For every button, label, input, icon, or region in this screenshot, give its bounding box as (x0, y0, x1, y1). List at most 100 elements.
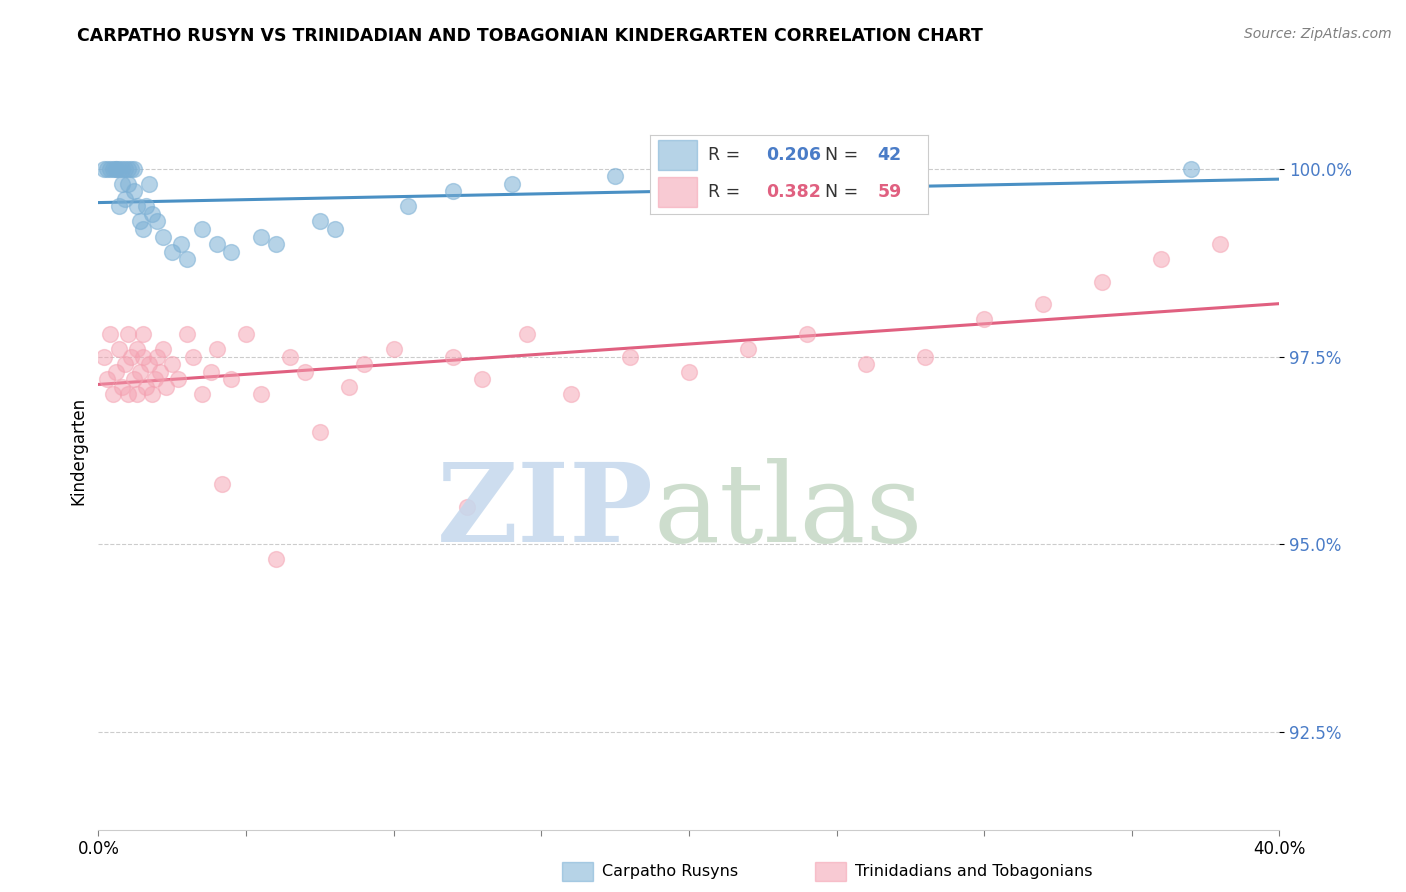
Point (117, 327, 139, 342)
Text: ZIP: ZIP (437, 458, 654, 565)
FancyBboxPatch shape (658, 178, 697, 207)
Point (98, 161, 121, 176)
Point (235, 327, 257, 342)
Text: Source: ZipAtlas.com: Source: ZipAtlas.com (1244, 27, 1392, 41)
Y-axis label: Kindergarten: Kindergarten (69, 396, 87, 505)
Point (146, 214, 169, 228)
Text: R =: R = (709, 183, 745, 202)
Point (560, 387, 582, 401)
Point (471, 372, 494, 386)
Point (1150, 252, 1173, 266)
Point (138, 177, 160, 191)
Point (294, 365, 316, 379)
Point (96, 372, 118, 386)
FancyBboxPatch shape (658, 140, 697, 170)
Point (181, 350, 204, 364)
Text: Carpatho Rusyns: Carpatho Rusyns (602, 864, 738, 879)
Point (143, 372, 166, 386)
Point (1180, 161, 1202, 176)
Point (125, 342, 148, 356)
Point (1209, 237, 1232, 252)
Point (280, 350, 302, 364)
Point (108, 342, 131, 356)
Point (205, 342, 228, 356)
Point (93, 161, 115, 176)
Point (605, 169, 627, 184)
Point (167, 372, 190, 386)
Point (309, 214, 332, 228)
Point (457, 500, 479, 514)
Point (125, 199, 148, 213)
Point (105, 161, 128, 176)
Point (120, 161, 142, 176)
Point (170, 237, 193, 252)
Point (914, 350, 936, 364)
Point (103, 387, 125, 401)
Point (152, 342, 174, 356)
Point (339, 379, 361, 393)
Point (152, 229, 174, 244)
Point (120, 350, 142, 364)
Point (441, 350, 464, 364)
Point (516, 327, 538, 342)
Point (146, 350, 169, 364)
Point (135, 199, 157, 213)
Point (176, 252, 198, 266)
Point (105, 161, 128, 176)
Point (221, 372, 243, 386)
Text: N =: N = (825, 183, 863, 202)
Point (122, 185, 145, 199)
Point (96, 161, 118, 176)
Point (191, 222, 214, 236)
Point (103, 161, 125, 176)
Point (619, 350, 641, 364)
Point (250, 387, 273, 401)
Point (250, 229, 273, 244)
Point (132, 350, 155, 364)
Point (221, 244, 243, 259)
Text: R =: R = (709, 146, 745, 164)
Point (191, 387, 214, 401)
Point (111, 161, 134, 176)
Point (128, 214, 150, 228)
Point (122, 161, 145, 176)
Text: Trinidadians and Tobagonians: Trinidadians and Tobagonians (855, 864, 1092, 879)
Point (149, 365, 172, 379)
Point (108, 199, 131, 213)
Point (200, 365, 222, 379)
Point (125, 387, 148, 401)
Point (138, 357, 160, 371)
Text: 42: 42 (877, 146, 901, 164)
Point (111, 379, 134, 393)
Point (132, 222, 155, 236)
Point (766, 161, 789, 176)
Text: 59: 59 (877, 183, 901, 202)
Point (114, 357, 136, 371)
Text: CARPATHO RUSYN VS TRINIDADIAN AND TOBAGONIAN KINDERGARTEN CORRELATION CHART: CARPATHO RUSYN VS TRINIDADIAN AND TOBAGO… (77, 27, 983, 45)
Point (98, 327, 121, 342)
Point (135, 379, 157, 393)
Point (382, 342, 405, 356)
Point (162, 244, 183, 259)
Point (501, 177, 523, 191)
Point (264, 552, 287, 566)
Point (678, 365, 700, 379)
Point (93, 350, 115, 364)
Point (176, 327, 198, 342)
Point (441, 185, 464, 199)
Point (737, 342, 759, 356)
Point (353, 357, 375, 371)
Point (398, 199, 420, 213)
Point (211, 477, 233, 491)
Point (111, 177, 134, 191)
Point (117, 387, 139, 401)
Point (1032, 297, 1054, 311)
Point (141, 207, 163, 221)
Text: 0.206: 0.206 (766, 146, 821, 164)
Text: N =: N = (825, 146, 863, 164)
Point (648, 161, 671, 176)
Point (141, 387, 163, 401)
Point (155, 379, 177, 393)
Point (162, 357, 183, 371)
Point (323, 222, 346, 236)
